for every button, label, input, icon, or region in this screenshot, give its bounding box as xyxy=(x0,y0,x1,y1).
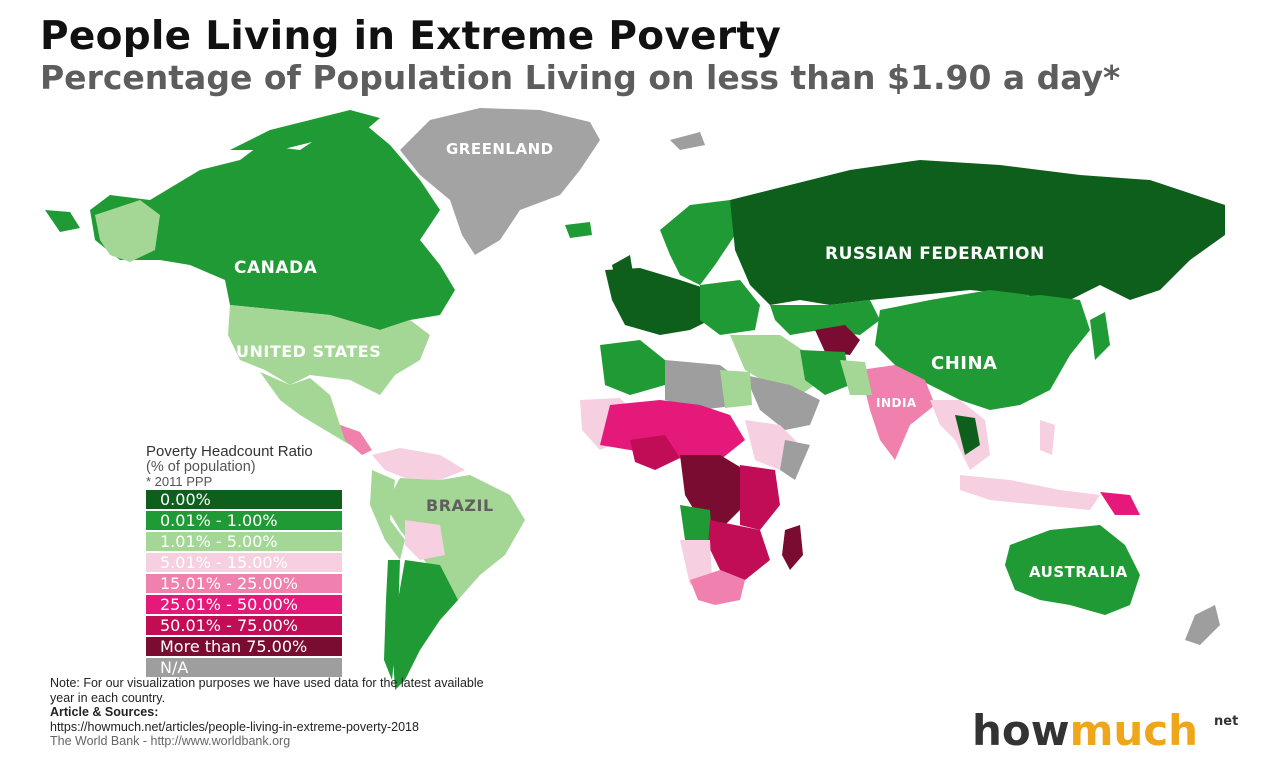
legend-item: 50.01% - 75.00% xyxy=(146,616,342,635)
region-thailand-vietnam xyxy=(955,415,980,455)
howmuch-logo: howmuch net xyxy=(972,706,1238,755)
legend-items: 0.00% 0.01% - 1.00% 1.01% - 5.00% 5.01% - 1… xyxy=(146,490,346,677)
visualization-note: Note: For our visualization purposes we … xyxy=(50,676,484,705)
region-uzbek-tajik xyxy=(815,325,860,355)
region-russian-federation xyxy=(730,160,1225,305)
region-mongolia xyxy=(930,290,1030,312)
logo-how: how xyxy=(972,706,1070,755)
logo-much: much xyxy=(1069,706,1199,755)
label-canada: CANADA xyxy=(234,258,318,278)
region-south-america-north xyxy=(372,448,465,480)
logo-net: net xyxy=(1214,714,1239,729)
region-eastern-europe xyxy=(700,280,760,335)
legend-item: 1.01% - 5.00% xyxy=(146,532,342,551)
region-new-zealand xyxy=(1185,605,1220,645)
region-madagascar xyxy=(782,525,803,570)
region-canada xyxy=(90,120,455,330)
legend-item: 5.01% - 15.00% xyxy=(146,553,342,572)
legend-item: 0.01% - 1.00% xyxy=(146,511,342,530)
region-iceland xyxy=(565,222,592,238)
worldbank-source[interactable]: The World Bank - http://www.worldbank.or… xyxy=(50,734,291,748)
region-nigeria xyxy=(630,435,680,470)
region-central-africa xyxy=(680,455,745,525)
region-namibia xyxy=(680,540,712,585)
label-india: INDIA xyxy=(876,396,917,410)
label-brazil: BRAZIL xyxy=(426,496,494,515)
region-southern-africa-mid xyxy=(708,520,770,580)
region-arabia xyxy=(745,375,820,430)
map-legend: Poverty Headcount Ratio (% of population… xyxy=(146,444,346,679)
region-australia xyxy=(1005,525,1140,615)
region-iran xyxy=(800,350,850,395)
region-bolivia xyxy=(405,520,445,560)
legend-item: 15.01% - 25.00% xyxy=(146,574,342,593)
region-alaska-west xyxy=(45,210,80,232)
label-australia: AUSTRALIA xyxy=(1029,563,1128,581)
region-andes-west xyxy=(370,470,405,560)
region-brazil xyxy=(385,475,525,600)
label-united-states: UNITED STATES xyxy=(236,342,382,361)
region-angola xyxy=(680,505,712,540)
region-japan xyxy=(1090,312,1110,360)
region-indonesia xyxy=(960,475,1100,510)
region-east-africa xyxy=(740,465,780,530)
region-egypt xyxy=(720,370,752,408)
legend-item: 0.00% xyxy=(146,490,342,509)
region-central-asia xyxy=(770,300,880,335)
footer-notes: Note: For our visualization purposes we … xyxy=(50,676,490,749)
label-greenland: GREENLAND xyxy=(446,140,554,158)
legend-subtitle: (% of population) xyxy=(146,459,256,475)
legend-note: * 2011 PPP xyxy=(146,474,213,489)
region-greenland xyxy=(400,108,600,255)
region-chile xyxy=(384,560,400,680)
page-subtitle: Percentage of Population Living on less … xyxy=(40,58,1121,97)
region-philippines xyxy=(1040,420,1055,455)
region-mexico xyxy=(260,372,360,445)
region-north-africa-west xyxy=(600,340,665,395)
label-china: CHINA xyxy=(931,353,998,374)
region-united-states xyxy=(228,305,430,395)
region-papua xyxy=(1100,492,1140,515)
sources-heading: Article & Sources: xyxy=(50,705,159,719)
region-china xyxy=(875,295,1090,410)
region-alaska xyxy=(95,200,160,262)
region-uk xyxy=(612,255,635,292)
label-russian-federation: RUSSIAN FEDERATION xyxy=(825,244,1045,264)
region-india xyxy=(860,365,935,460)
region-scandinavia xyxy=(660,200,735,285)
region-central-america xyxy=(340,425,372,455)
region-canada-arctic-islands xyxy=(230,110,380,150)
region-somalia xyxy=(780,440,810,480)
region-argentina xyxy=(392,560,458,690)
region-pakistan xyxy=(840,360,872,395)
legend-item: N/A xyxy=(146,658,342,677)
region-south-africa xyxy=(690,570,745,605)
page-title: People Living in Extreme Poverty xyxy=(40,14,782,59)
region-svalbard xyxy=(670,132,705,150)
legend-title: Poverty Headcount Ratio xyxy=(146,443,313,460)
legend-item: More than 75.00% xyxy=(146,637,342,656)
legend-item: 25.01% - 50.00% xyxy=(146,595,342,614)
article-link[interactable]: https://howmuch.net/articles/people-livi… xyxy=(50,719,419,734)
